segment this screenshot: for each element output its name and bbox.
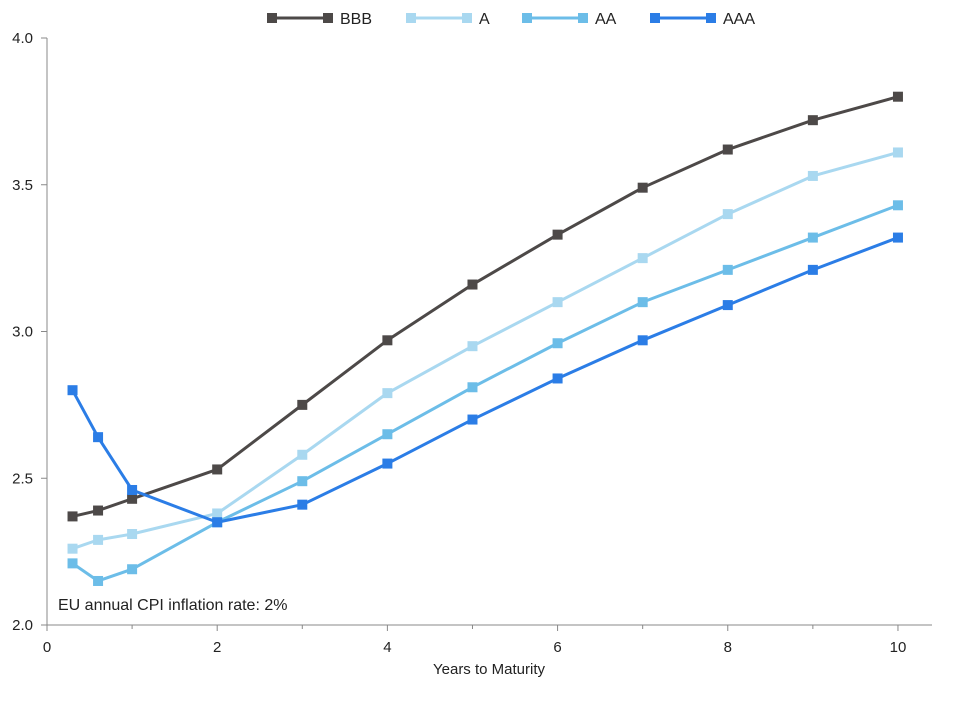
legend-marker	[522, 13, 532, 23]
legend-marker	[323, 13, 333, 23]
legend-marker	[650, 13, 660, 23]
data-point-aa	[892, 200, 903, 211]
data-point-aaa	[892, 232, 903, 243]
series-aaa	[67, 232, 903, 528]
y-tick-label: 4.0	[12, 30, 33, 47]
y-ticks: 2.0 2.5 3.0 3.5 4.0	[12, 30, 47, 634]
y-tick-label: 2.0	[12, 617, 33, 634]
x-ticks: 0 2 4 6 8 10	[43, 625, 906, 656]
data-point-aa	[637, 297, 648, 308]
data-point-a	[892, 147, 903, 158]
data-point-aaa	[807, 264, 818, 275]
data-point-bbb	[467, 279, 478, 290]
data-point-aaa	[297, 499, 308, 510]
data-point-bbb	[637, 182, 648, 193]
x-tick-label: 8	[724, 639, 732, 656]
data-point-a	[297, 449, 308, 460]
data-point-aaa	[722, 300, 733, 311]
data-point-bbb	[552, 229, 563, 240]
series-bbb	[67, 91, 903, 522]
data-point-aaa	[637, 335, 648, 346]
data-point-aa	[382, 429, 393, 440]
data-point-aa	[93, 575, 104, 586]
data-point-aaa	[67, 385, 78, 396]
data-point-bbb	[297, 399, 308, 410]
data-point-aaa	[467, 414, 478, 425]
data-point-aa	[552, 338, 563, 349]
data-point-a	[67, 543, 78, 554]
data-point-bbb	[127, 493, 138, 504]
series-line-aa	[71, 203, 899, 583]
legend-label: BBB	[340, 11, 372, 28]
series-aa	[67, 200, 903, 586]
data-point-aaa	[382, 458, 393, 469]
legend-item-aaa: AAA	[650, 11, 755, 28]
series-line-a	[72, 151, 899, 551]
data-point-aa	[297, 476, 308, 487]
legend-item-aa: AA	[522, 11, 617, 28]
data-point-aaa	[127, 484, 138, 495]
legend-marker	[267, 13, 277, 23]
x-tick-label: 10	[890, 639, 907, 656]
legend-marker	[706, 13, 716, 23]
data-point-aa	[67, 558, 78, 569]
data-point-bbb	[212, 464, 223, 475]
data-point-a	[212, 508, 223, 519]
data-point-aa	[467, 382, 478, 393]
legend-label: AAA	[723, 11, 755, 28]
data-point-a	[467, 341, 478, 352]
data-point-a	[127, 529, 138, 540]
legend: BBB A AA AAA	[267, 11, 755, 28]
data-point-aaa	[552, 373, 563, 384]
data-point-bbb	[892, 91, 903, 102]
y-tick-label: 3.5	[12, 177, 33, 194]
y-tick-label: 2.5	[12, 470, 33, 487]
data-point-aa	[722, 264, 733, 275]
legend-label: AA	[595, 11, 617, 28]
data-point-bbb	[67, 511, 78, 522]
series-line-bbb	[72, 95, 899, 518]
legend-item-a: A	[406, 11, 490, 28]
legend-item-bbb: BBB	[267, 11, 372, 28]
series-line-aaa	[71, 236, 899, 524]
data-point-bbb	[382, 335, 393, 346]
x-tick-label: 4	[383, 639, 391, 656]
legend-marker	[578, 13, 588, 23]
data-point-bbb	[722, 144, 733, 155]
data-point-bbb	[807, 115, 818, 126]
x-axis-title: Years to Maturity	[433, 661, 545, 678]
x-tick-label: 0	[43, 639, 51, 656]
inflation-annotation: EU annual CPI inflation rate: 2%	[58, 597, 287, 614]
series-layer	[67, 91, 903, 586]
data-point-bbb	[93, 505, 104, 516]
data-point-a	[93, 534, 104, 545]
data-point-a	[807, 170, 818, 181]
data-point-a	[382, 388, 393, 399]
y-tick-label: 3.0	[12, 324, 33, 341]
data-point-aa	[807, 232, 818, 243]
series-a	[67, 147, 903, 554]
data-point-aaa	[93, 432, 104, 443]
data-point-a	[552, 297, 563, 308]
legend-marker	[462, 13, 472, 23]
legend-marker	[406, 13, 416, 23]
legend-label: A	[479, 11, 490, 28]
data-point-a	[637, 253, 648, 264]
data-point-aa	[127, 564, 138, 575]
x-tick-label: 6	[553, 639, 561, 656]
x-tick-label: 2	[213, 639, 221, 656]
data-point-a	[722, 209, 733, 220]
data-point-aaa	[212, 517, 223, 528]
